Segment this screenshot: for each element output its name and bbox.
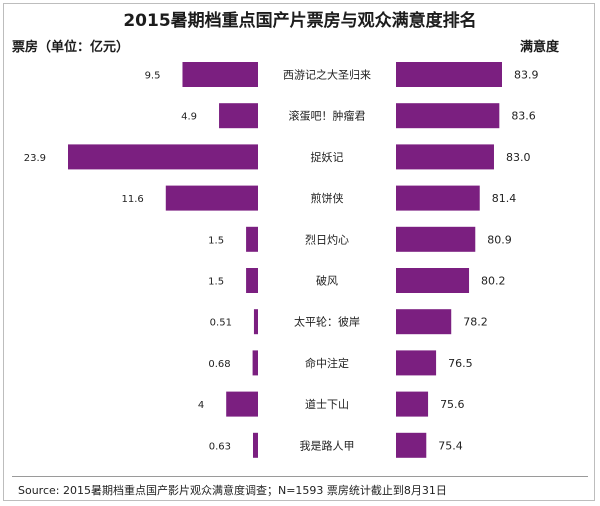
footer-divider	[12, 476, 588, 477]
box-office-bar	[226, 391, 258, 417]
satisfaction-bar	[396, 268, 470, 293]
satisfaction-bar	[396, 391, 429, 417]
satisfaction-bar	[396, 185, 480, 211]
box-office-bar	[246, 268, 258, 293]
box-office-value-label: 1.5	[208, 235, 224, 246]
satisfaction-value-label: 83.0	[506, 151, 530, 164]
box-office-bar	[182, 62, 258, 87]
box-office-value-label: 4.9	[181, 112, 197, 123]
satisfaction-bar	[396, 226, 476, 252]
satisfaction-value-label: 75.6	[440, 398, 465, 411]
satisfaction-bar	[396, 62, 502, 87]
category-label: 我是路人甲	[300, 439, 355, 452]
box-office-bar	[165, 185, 258, 211]
category-label: 道士下山	[305, 397, 349, 411]
box-office-value-label: 4	[198, 400, 204, 411]
satisfaction-value-label: 80.9	[487, 233, 512, 246]
chart-frame	[3, 3, 595, 501]
satisfaction-value-label: 78.2	[463, 316, 488, 329]
box-office-value-label: 0.68	[208, 359, 230, 370]
satisfaction-bar	[396, 432, 427, 458]
satisfaction-value-label: 81.4	[492, 192, 517, 205]
category-label: 太平轮：彼岸	[294, 315, 360, 329]
category-label: 命中注定	[305, 356, 349, 370]
chart-title: 2015暑期档重点国产片票房与观众满意度排名	[123, 11, 477, 31]
satisfaction-axis-label: 满意度	[520, 40, 560, 55]
satisfaction-bar	[396, 144, 494, 170]
satisfaction-value-label: 83.9	[514, 69, 539, 82]
satisfaction-value-label: 76.5	[448, 357, 473, 370]
box-office-bar	[246, 226, 258, 252]
satisfaction-bar	[396, 350, 437, 376]
source-note: Source: 2015暑期档重点国产影片观众满意度调查；N=1593 票房统计…	[18, 484, 447, 497]
box-office-value-label: 23.9	[24, 153, 46, 164]
box-office-value-label: 0.51	[210, 318, 232, 329]
satisfaction-value-label: 83.6	[511, 110, 536, 123]
category-label: 煎饼侠	[311, 191, 344, 205]
category-label: 捉妖记	[311, 150, 344, 164]
satisfaction-bar	[396, 309, 452, 335]
box-office-value-label: 1.5	[208, 277, 224, 288]
box-office-value-label: 9.5	[145, 71, 161, 82]
category-label: 滚蛋吧！肿瘤君	[289, 109, 366, 123]
category-label: 破风	[316, 274, 338, 288]
category-label: 西游记之大圣归来	[283, 68, 371, 82]
box-office-value-label: 0.63	[209, 441, 231, 452]
satisfaction-value-label: 80.2	[481, 275, 506, 288]
category-label: 烈日灼心	[305, 232, 349, 246]
box-office-bar	[219, 103, 258, 129]
satisfaction-value-label: 75.4	[438, 439, 463, 452]
box-office-value-label: 11.6	[122, 194, 144, 205]
satisfaction-bar	[396, 103, 500, 129]
box-office-bar	[68, 144, 258, 170]
box-office-axis-label: 票房（单位：亿元）	[12, 40, 130, 55]
box-office-bar	[252, 432, 258, 458]
box-office-bar	[253, 309, 258, 335]
box-office-bar	[252, 350, 258, 376]
